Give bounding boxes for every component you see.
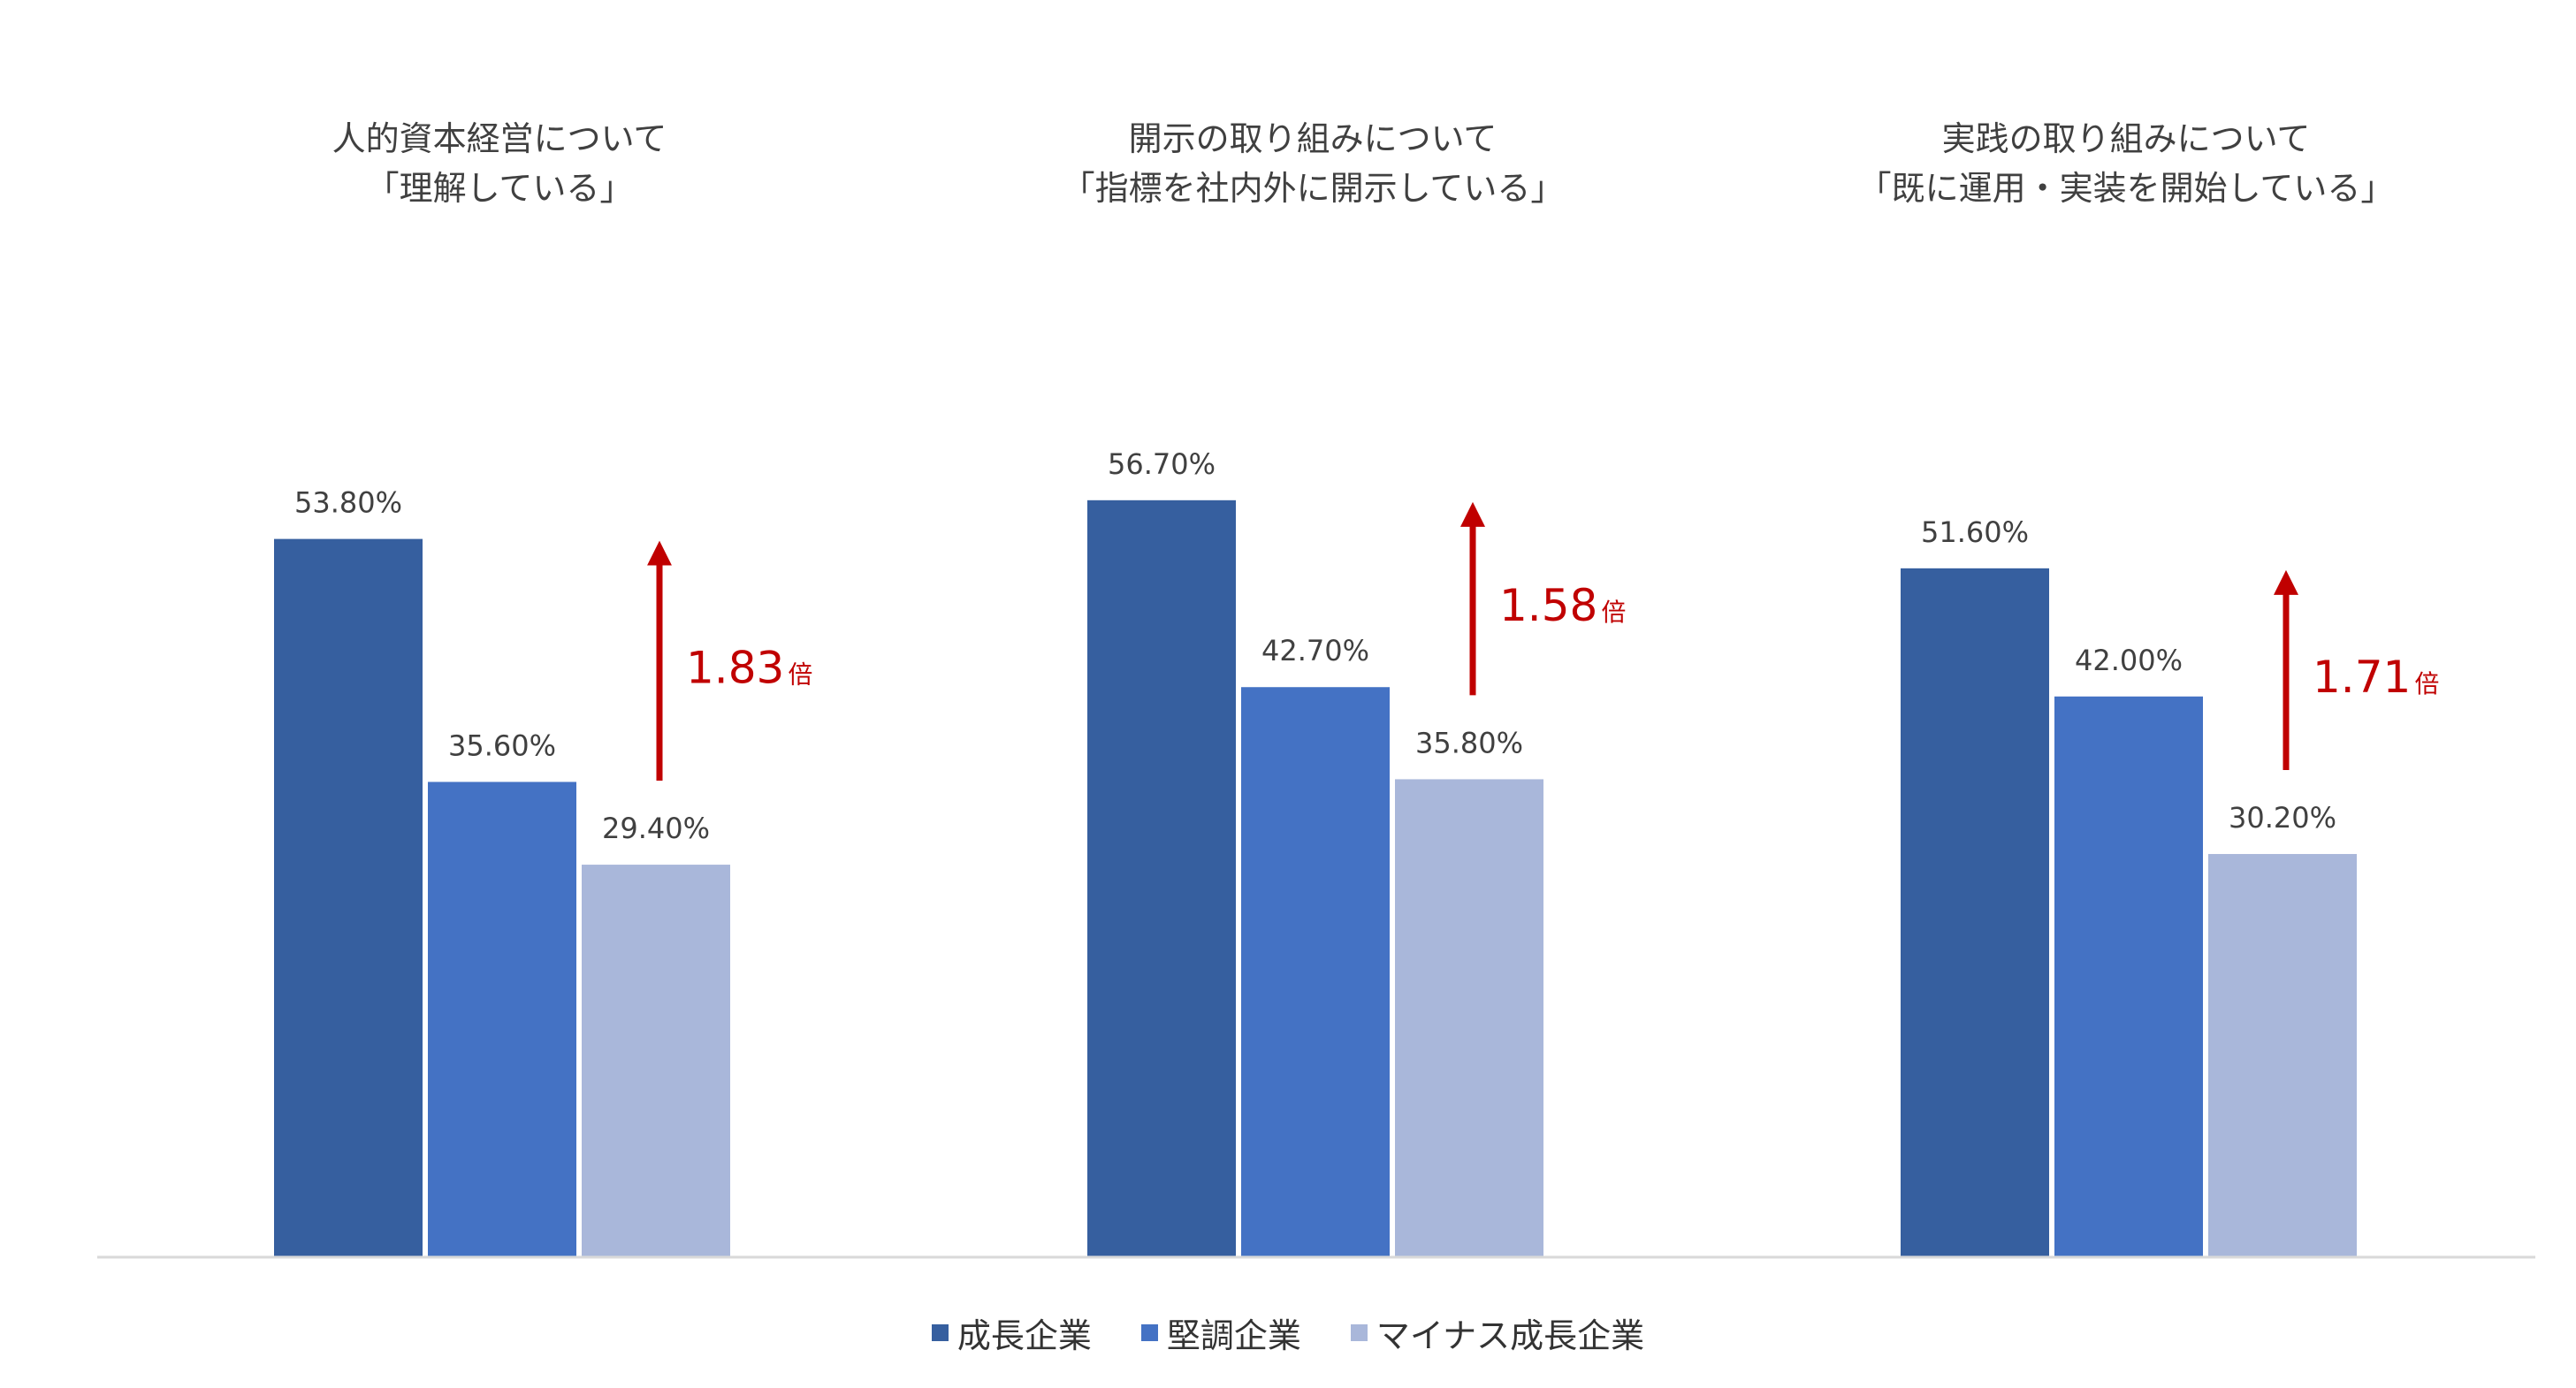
- data-label: 53.80%: [294, 486, 402, 520]
- bar: [1087, 500, 1236, 1257]
- legend-label: 堅調企業: [1166, 1316, 1301, 1355]
- panel-title-line: 「指標を社内外に開示している」: [1062, 169, 1565, 208]
- data-label: 56.70%: [1108, 447, 1216, 481]
- bars: [274, 500, 2357, 1257]
- panel-title-line: 開示の取り組みについて: [1129, 119, 1498, 158]
- legend-label: 成長企業: [956, 1316, 1092, 1355]
- bar: [1241, 687, 1390, 1257]
- legend-item: 成長企業: [931, 1308, 1092, 1357]
- bar: [2054, 696, 2203, 1257]
- data-label: 29.40%: [602, 812, 710, 845]
- data-label: 51.60%: [1921, 515, 2029, 549]
- bar: [1901, 568, 2049, 1257]
- data-label: 35.60%: [448, 728, 556, 762]
- data-label: 35.80%: [1415, 726, 1523, 759]
- bar: [274, 538, 423, 1257]
- legend: 成長企業 堅調企業 マイナス成長企業: [0, 1308, 2576, 1357]
- data-label: 30.20%: [2229, 801, 2336, 835]
- panel-title-line: 「理解している」: [366, 169, 634, 208]
- data-label: 42.00%: [2075, 644, 2183, 677]
- bar: [428, 782, 576, 1257]
- legend-item: マイナス成長企業: [1350, 1308, 1645, 1357]
- panel-title-line: 人的資本経営について: [332, 119, 667, 158]
- data-labels: 53.80% 35.60% 29.40% 56.70% 42.70% 35.80% 51.6…: [294, 447, 2336, 845]
- bar: [1395, 779, 1543, 1257]
- data-label: 42.70%: [1261, 634, 1369, 667]
- panel-title-line: 「既に運用・実装を開始している」: [1858, 169, 2395, 208]
- ratio-unit: 倍: [2414, 669, 2439, 698]
- ratio-label: 1.83 倍: [686, 642, 812, 693]
- legend-swatch: [1350, 1324, 1368, 1341]
- bar: [582, 865, 730, 1257]
- ratio-label: 1.71 倍: [2313, 652, 2439, 703]
- panel-titles: 人的資本経営について「理解している」 開示の取り組みについて「指標を社内外に開示し…: [332, 119, 2395, 208]
- legend-swatch: [1140, 1324, 1158, 1341]
- bar: [2208, 853, 2357, 1257]
- ratio-unit: 倍: [788, 660, 812, 689]
- legend-swatch: [931, 1324, 949, 1341]
- legend-label: マイナス成長企業: [1376, 1316, 1645, 1355]
- ratio-label: 1.58 倍: [1499, 580, 1626, 631]
- panel-title-line: 実践の取り組みについて: [1942, 119, 2311, 158]
- legend-item: 堅調企業: [1140, 1308, 1301, 1357]
- ratio-unit: 倍: [1601, 598, 1626, 627]
